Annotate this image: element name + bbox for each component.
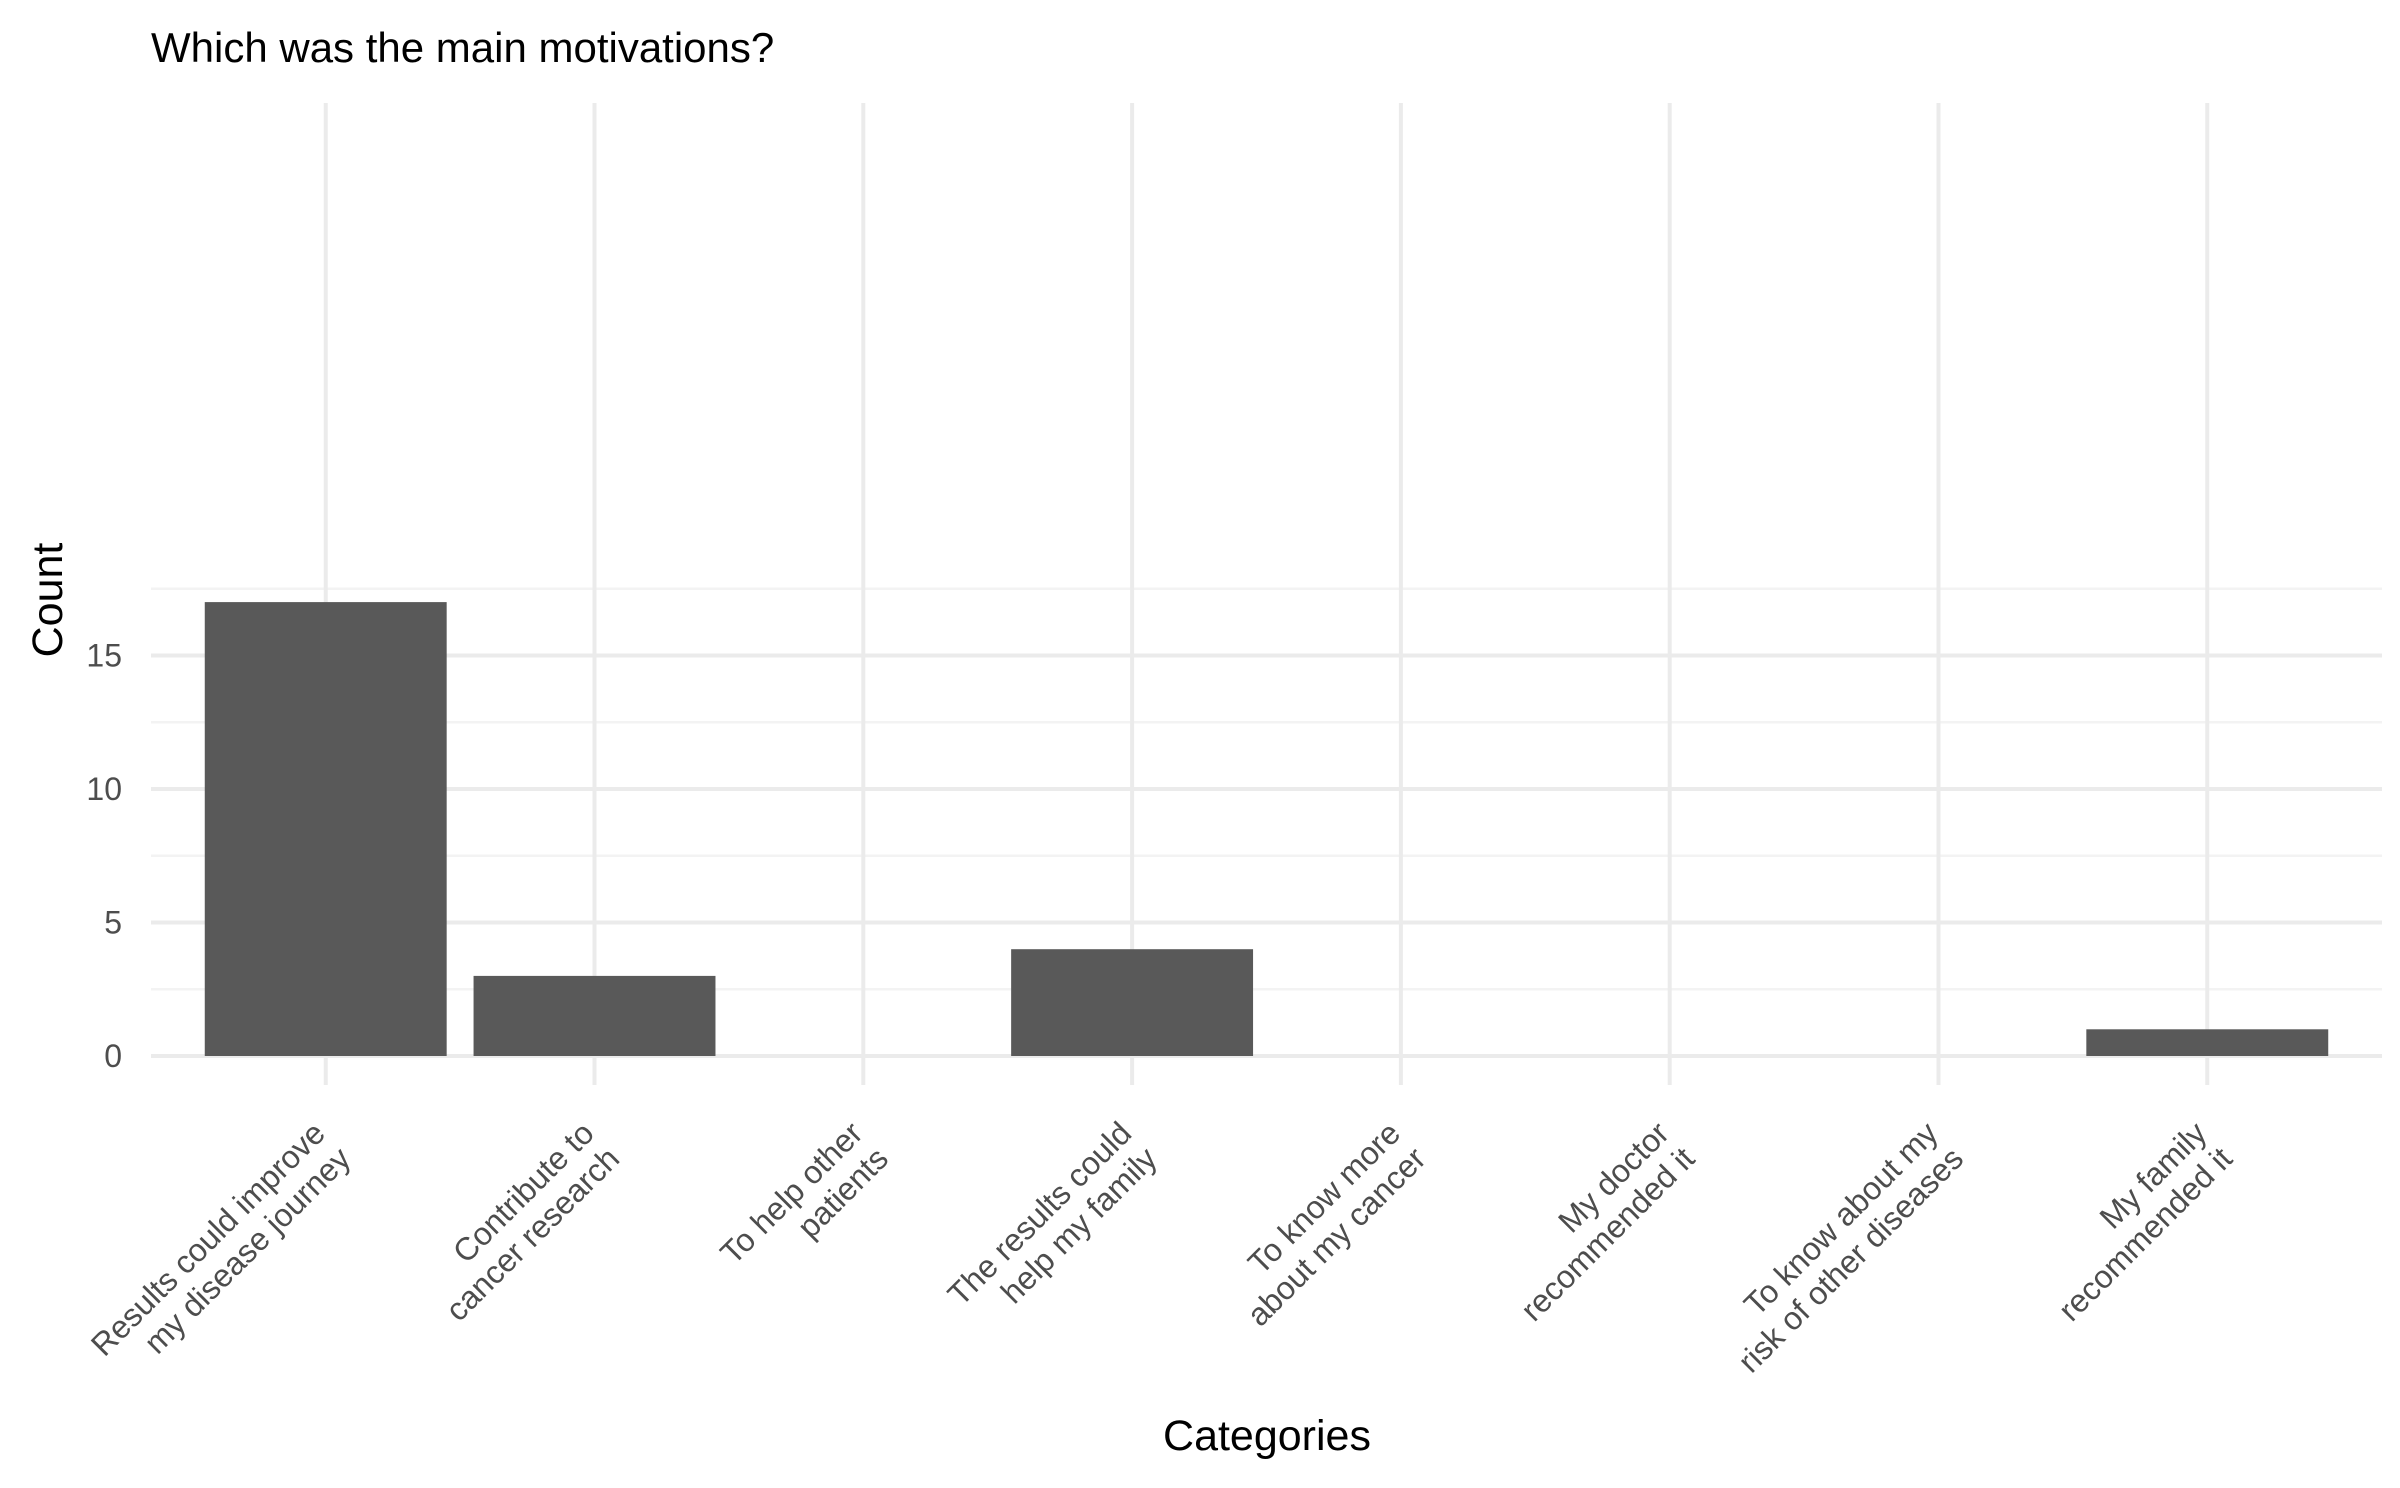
chart-title: Which was the main motivations?: [151, 24, 774, 71]
y-tick-label: 10: [86, 771, 122, 807]
bar: [1011, 949, 1254, 1056]
x-tick-label-line: Results could improve: [84, 1115, 332, 1363]
x-tick-label-line: risk of other diseases: [1731, 1140, 1970, 1379]
y-tick-label: 15: [86, 638, 122, 674]
y-tick-labels: 0 5 10 15: [86, 638, 122, 1075]
y-tick-label: 0: [104, 1038, 122, 1074]
x-axis-title: Categories: [1163, 1412, 1371, 1460]
bar: [204, 602, 447, 1056]
y-tick-label: 5: [104, 905, 122, 941]
y-axis-title: Count: [24, 543, 72, 658]
grid-layer: [151, 103, 2382, 1085]
bar: [2086, 1029, 2329, 1056]
bar-layer: [204, 602, 2329, 1056]
bar: [473, 975, 716, 1056]
